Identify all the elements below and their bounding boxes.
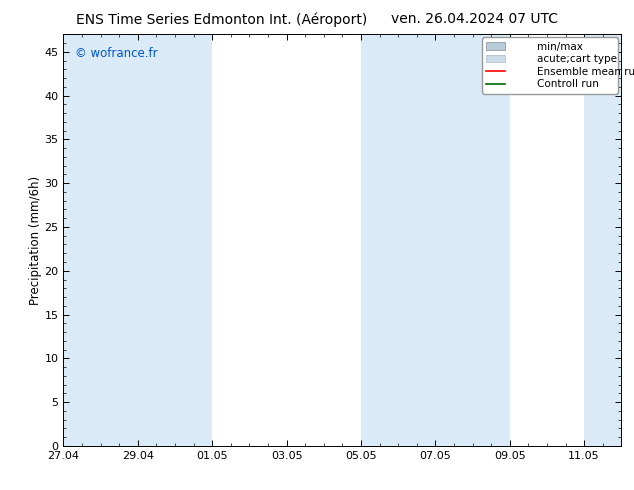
Text: ENS Time Series Edmonton Int. (Aéroport): ENS Time Series Edmonton Int. (Aéroport) <box>76 12 367 27</box>
Bar <box>584 34 621 446</box>
Text: © wofrance.fr: © wofrance.fr <box>75 47 157 60</box>
Y-axis label: Precipitation (mm/6h): Precipitation (mm/6h) <box>29 175 42 305</box>
Bar <box>138 34 212 446</box>
Bar <box>436 34 510 446</box>
Bar <box>361 34 436 446</box>
Legend: min/max, acute;cart type, Ensemble mean run, Controll run: min/max, acute;cart type, Ensemble mean … <box>482 37 618 94</box>
Bar <box>63 34 138 446</box>
Text: ven. 26.04.2024 07 UTC: ven. 26.04.2024 07 UTC <box>391 12 558 26</box>
